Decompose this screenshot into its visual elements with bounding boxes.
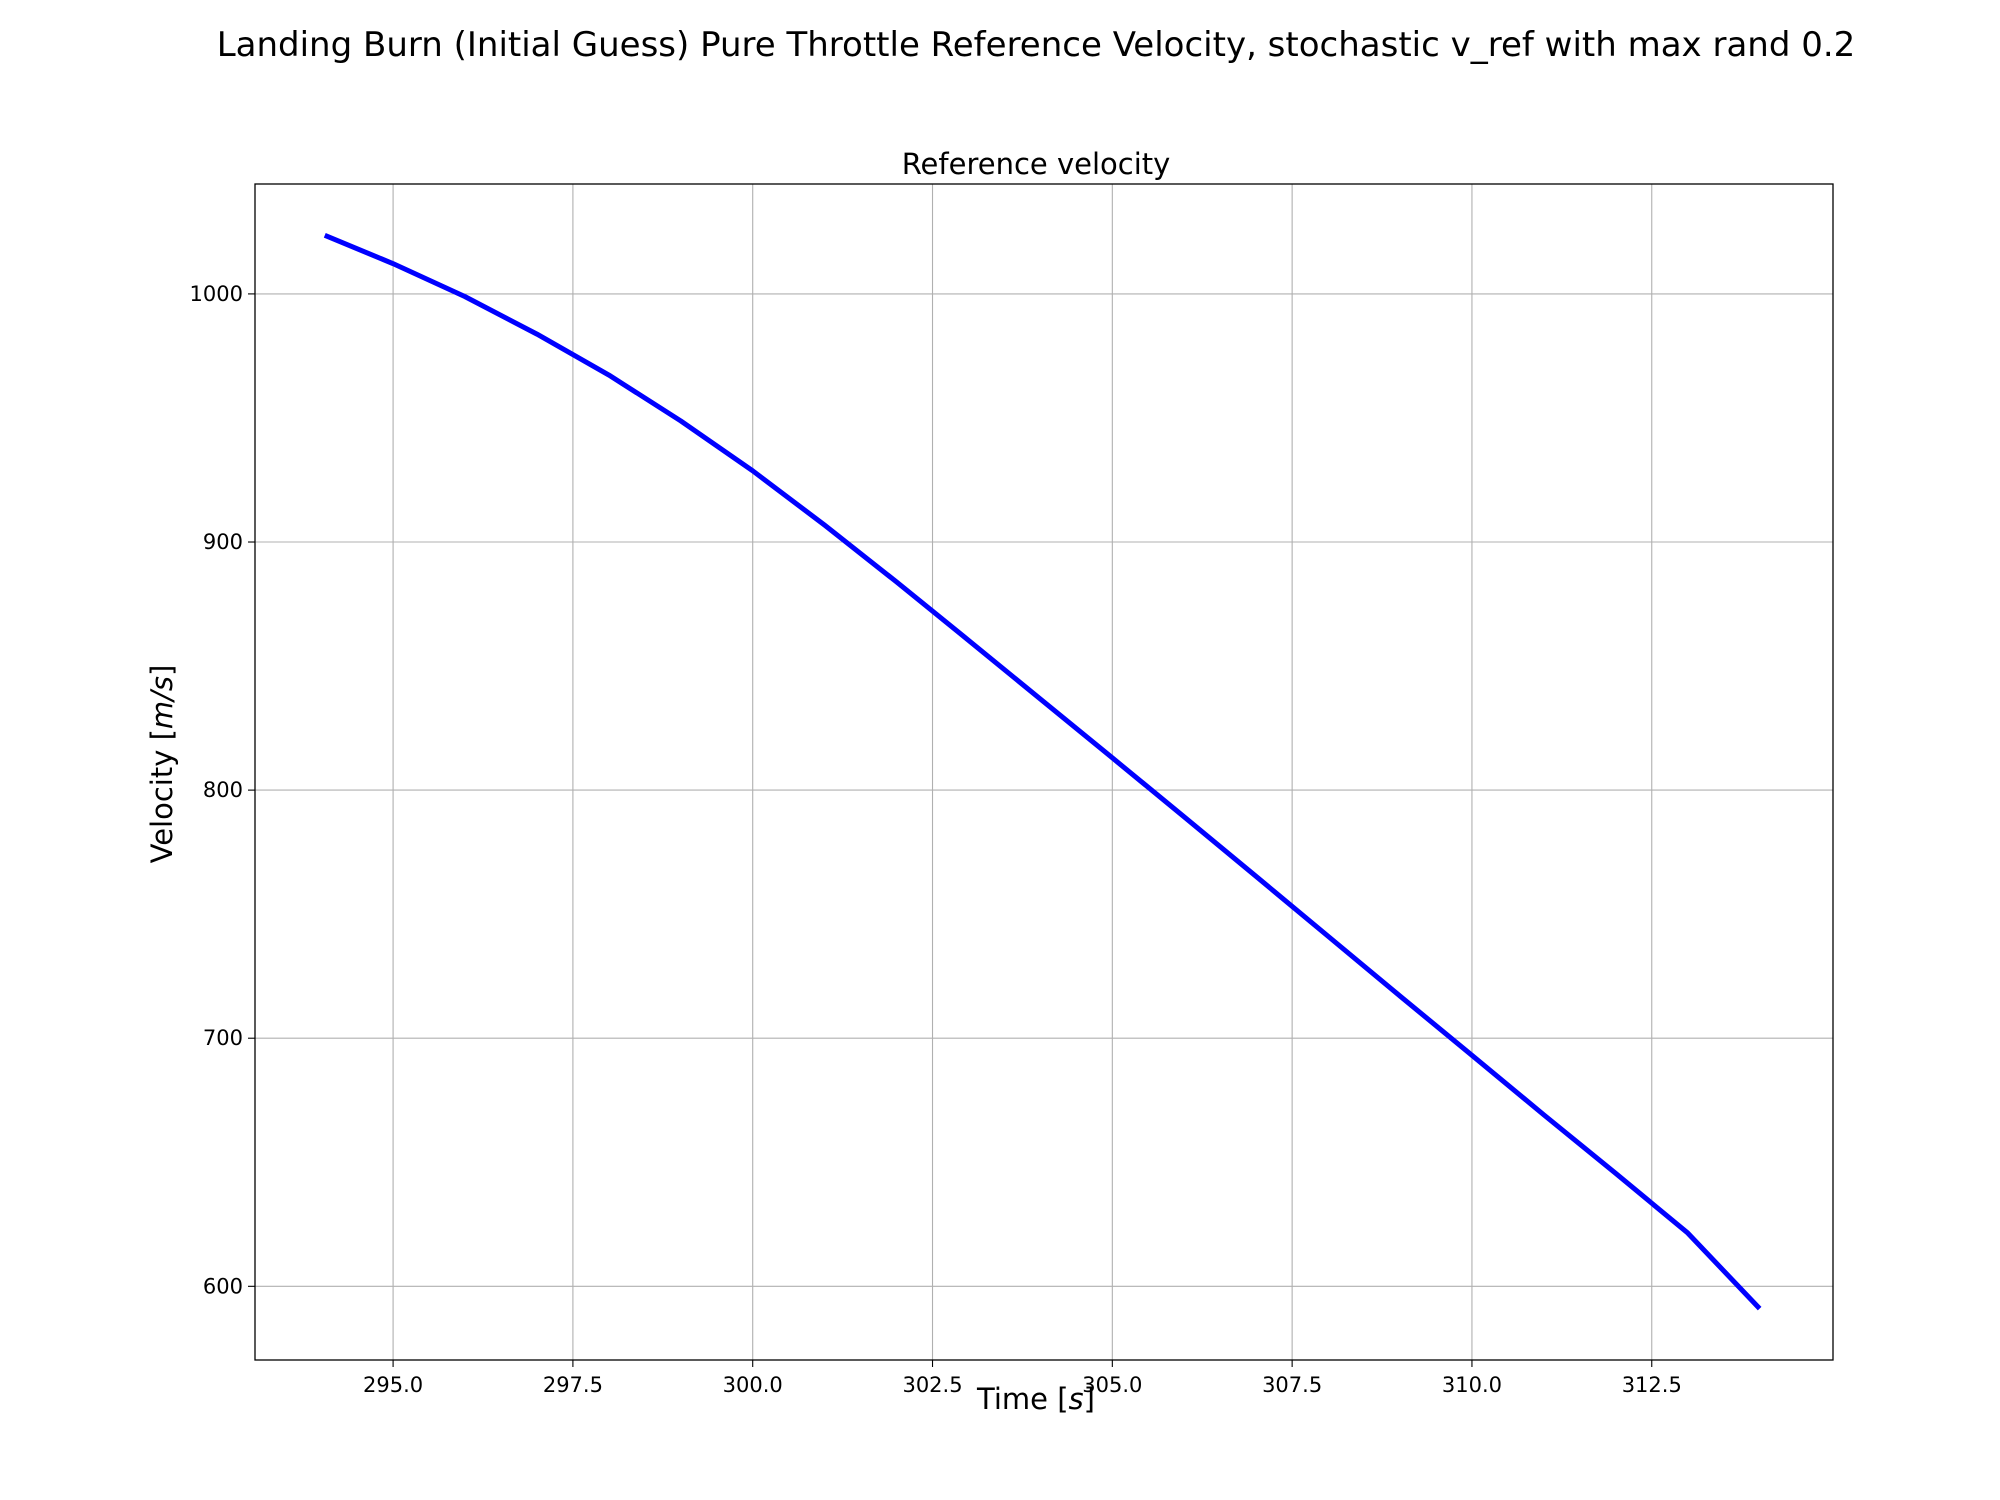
x-axis-label-close: ] bbox=[1084, 1382, 1095, 1416]
y-axis-label-unit: m/s bbox=[145, 676, 179, 729]
x-tick-label: 310.0 bbox=[1442, 1373, 1502, 1397]
x-tick-label: 300.0 bbox=[723, 1373, 783, 1397]
y-tick-label: 800 bbox=[203, 778, 243, 802]
series-layer bbox=[323, 233, 1762, 1311]
y-tick-label: 600 bbox=[203, 1274, 243, 1298]
x-tick-label: 295.0 bbox=[363, 1373, 423, 1397]
y-axis-label: Velocity [m/s] bbox=[145, 665, 179, 864]
x-ticks: 295.0 297.5 300.0 302.5 305.0 307.5 310.0 312.5 bbox=[363, 1360, 1682, 1397]
x-tick-label: 312.5 bbox=[1622, 1373, 1682, 1397]
grid bbox=[255, 184, 1833, 1360]
x-axis-label-text: Time [ bbox=[976, 1382, 1069, 1416]
y-tick-label: 900 bbox=[203, 530, 243, 554]
x-tick-label: 307.5 bbox=[1262, 1373, 1322, 1397]
y-ticks: 600 700 800 900 1000 bbox=[190, 282, 255, 1298]
figure-title: Landing Burn (Initial Guess) Pure Thrott… bbox=[217, 25, 1856, 65]
y-axis-label-text: Velocity [ bbox=[145, 729, 179, 863]
x-axis-label: Time [s] bbox=[976, 1382, 1095, 1416]
axes-title: Reference velocity bbox=[902, 147, 1171, 181]
y-tick-label: 1000 bbox=[190, 282, 243, 306]
x-tick-label: 305.0 bbox=[1082, 1373, 1142, 1397]
y-tick-label: 700 bbox=[203, 1026, 243, 1050]
x-tick-label: 302.5 bbox=[902, 1373, 962, 1397]
x-tick-label: 297.5 bbox=[543, 1373, 603, 1397]
axes-frame bbox=[254, 183, 1834, 1361]
x-axis-label-unit: s bbox=[1069, 1382, 1084, 1416]
series-line bbox=[323, 233, 1762, 1311]
y-axis-label-close: ] bbox=[145, 665, 179, 676]
